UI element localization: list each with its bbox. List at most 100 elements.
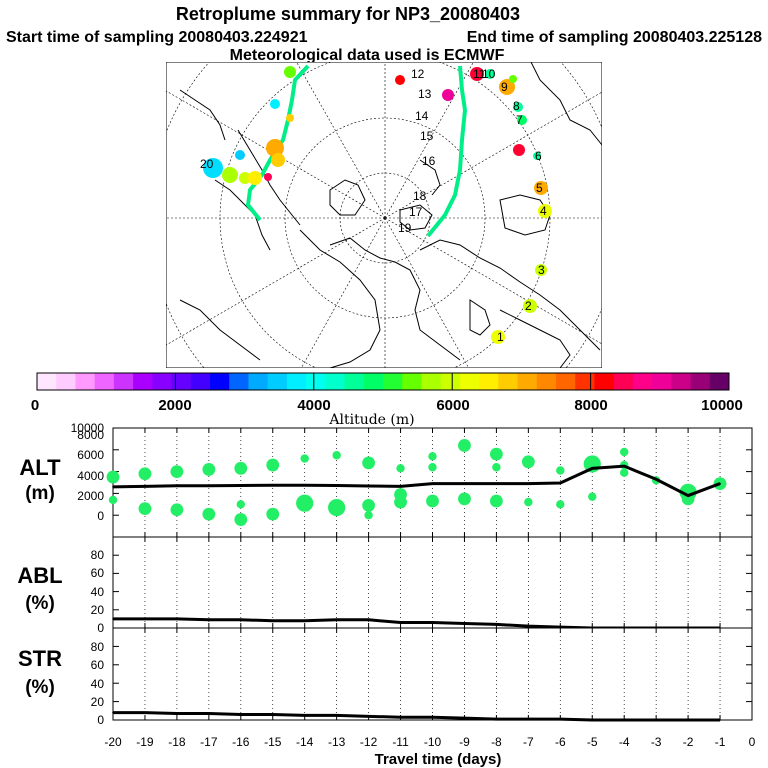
map-day-labels: 1 2 3 4 5 6 7 8 9 10 11 12 13 14 15 16 1… (200, 67, 547, 344)
alt-unit: (m) (25, 483, 55, 504)
alt-cluster-point-20 (396, 464, 405, 473)
alt-point-9 (399, 485, 402, 488)
colorbar-cell-6 (152, 373, 173, 390)
x-tick-label-4: -16 (232, 735, 250, 749)
str-point-17 (655, 719, 657, 721)
abl-point-7 (335, 619, 338, 621)
alt-cluster-point-25 (426, 494, 439, 508)
alt-cluster-point-1 (108, 495, 118, 505)
colorbar-cell-11 (248, 373, 269, 390)
colorbar-cell-0 (37, 373, 57, 390)
alt-cluster-point-3 (138, 502, 152, 516)
str-unit: (%) (25, 677, 55, 698)
x-tick-label-1: -19 (136, 735, 154, 749)
alt-point-12 (495, 482, 498, 485)
colorbar-cell-8 (190, 373, 211, 390)
str-point-19 (719, 719, 721, 721)
colorbar-cell-3 (94, 373, 115, 390)
map-day-18: 18 (413, 189, 427, 203)
colorbar-title: Altitude (m) (328, 412, 414, 428)
x-tick-label-17: -3 (651, 735, 662, 749)
colorbar-cell-32 (652, 373, 672, 390)
colorbar-tick-8000: 8000 (574, 397, 607, 414)
x-tick-labels: -20 -19 -18 -17 -16 -15 -14 -13 -12 -11 -10 -9 -8 -7-… (104, 735, 755, 749)
colorbar-cell-1 (56, 373, 76, 390)
alt-cluster-point-7 (202, 507, 216, 521)
alt-cluster-point-34 (556, 500, 565, 509)
x-tick-label-6: -14 (296, 735, 314, 749)
alt-y-tick-10000: 10000 (71, 421, 105, 435)
colorbar-tick-2000: 2000 (158, 397, 191, 414)
alt-cluster-point-30 (490, 494, 503, 508)
str-y-tick-40: 40 (91, 677, 105, 691)
str-point-14 (559, 718, 562, 720)
colorbar-cell-23 (479, 373, 499, 390)
coastlines (179, 62, 602, 368)
map-day-17: 17 (409, 205, 423, 219)
x-tick-label-19: -1 (715, 735, 726, 749)
alt-point-2 (176, 484, 178, 487)
alt-point-15 (591, 467, 594, 470)
str-series-line (113, 711, 721, 722)
alt-cluster-point-36 (588, 492, 597, 501)
abl-point-14 (559, 626, 562, 628)
chart-title: Retroplume summary for NP3_20080403 (176, 4, 520, 24)
abl-plot-frame (112, 536, 753, 629)
alt-point-4 (240, 484, 242, 487)
abl-point-11 (463, 622, 466, 625)
alt-point-18 (687, 494, 689, 497)
x-tick-label-20: 0 (749, 735, 756, 749)
alt-cluster-point-9 (236, 500, 245, 509)
map-day-6: 6 (535, 149, 542, 163)
x-tick-label-10: -10 (424, 735, 442, 749)
x-tick-label-15: -5 (587, 735, 598, 749)
colorbar-cell-19 (402, 373, 422, 390)
abl-y-tick-60: 60 (91, 566, 105, 580)
abl-y-tick-0: 0 (97, 621, 104, 635)
colorbar-cell-20 (421, 373, 442, 390)
map-day-11: 11 (473, 67, 486, 81)
map-day-13: 13 (418, 87, 432, 101)
str-point-9 (399, 716, 402, 719)
x-tick-label-2: -18 (168, 735, 186, 749)
map-cluster-dots (203, 66, 552, 344)
str-y-tick-0: 0 (97, 713, 104, 727)
alt-cluster-point-5 (170, 503, 184, 517)
map-day-14: 14 (415, 109, 429, 123)
abl-point-13 (527, 625, 530, 627)
alt-cluster-point-28 (490, 447, 503, 461)
alt-cluster-point-15 (332, 451, 341, 460)
abl-panel (112, 536, 753, 630)
colorbar-cell-17 (363, 373, 384, 390)
colorbar-cell-33 (671, 373, 692, 390)
str-y-ticks: 0 20 40 60 80 (91, 640, 105, 727)
str-point-6 (303, 714, 306, 717)
abl-point-6 (303, 619, 306, 622)
alt-cluster-point-26 (458, 439, 471, 452)
colorbar-cell-16 (344, 373, 365, 390)
alt-y-tick-4000: 4000 (77, 469, 104, 483)
str-label: STR (18, 646, 62, 671)
alt-cluster-point-4 (170, 465, 184, 478)
abl-y-ticks: 0 20 40 60 80 (91, 548, 105, 635)
map-day-20: 20 (200, 157, 214, 171)
colorbar-tick-6000: 6000 (436, 397, 469, 414)
map-day-2: 2 (525, 299, 532, 313)
colorbar-cell-22 (459, 373, 480, 390)
alt-point-5 (271, 484, 274, 487)
x-tick-label-16: -4 (619, 735, 630, 749)
alt-series-line (112, 464, 721, 498)
colorbar-cell-21 (440, 373, 461, 390)
met-data: Meteorological data used is ECMWF (230, 47, 505, 64)
str-point-8 (367, 715, 370, 718)
start-time: Start time of sampling 20080403.224921 (6, 29, 308, 46)
alt-point-16 (623, 465, 625, 467)
alt-cluster-point-24 (428, 463, 437, 472)
abl-point-3 (208, 619, 210, 621)
alt-cluster-point-27 (458, 492, 471, 506)
alt-y-ticks: 0 2000 4000 6000 8000 10000 (71, 421, 105, 523)
str-panel (112, 627, 753, 722)
colorbar-cell-14 (306, 373, 326, 390)
str-plot-frame (112, 627, 753, 721)
alt-cluster-point-22 (394, 495, 407, 509)
